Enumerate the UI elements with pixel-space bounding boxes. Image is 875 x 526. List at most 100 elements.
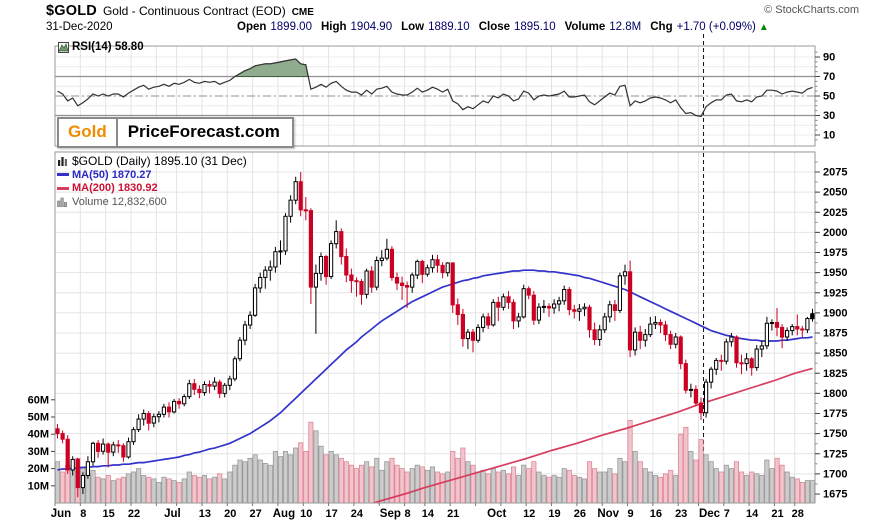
legend-volume-row: Volume 12,832,600 <box>57 196 247 210</box>
svg-text:30: 30 <box>823 110 835 122</box>
volume-label: Volume <box>564 21 606 33</box>
high-value: 1904.90 <box>350 21 393 33</box>
close-value: 1895.10 <box>514 21 556 33</box>
rsi-legend-text: RSI(14) 58.80 <box>72 41 144 53</box>
svg-text:26: 26 <box>574 508 586 520</box>
svg-text:Sep: Sep <box>380 508 401 520</box>
svg-text:90: 90 <box>823 52 835 64</box>
legend-ma200-row: MA(200) 1830.92 <box>57 182 247 196</box>
open-value: 1899.00 <box>270 21 312 33</box>
moving-averages <box>57 269 813 503</box>
svg-text:28: 28 <box>792 508 804 520</box>
svg-text:1700: 1700 <box>823 468 847 480</box>
svg-text:1975: 1975 <box>823 247 847 259</box>
up-arrow-icon: ▲ <box>758 22 769 33</box>
chart-icon <box>58 157 67 167</box>
volume-bars <box>55 419 815 503</box>
legend-title-text: $GOLD (Daily) 1895.10 (31 Dec) <box>72 154 247 168</box>
svg-text:Jun: Jun <box>51 508 71 520</box>
svg-text:30M: 30M <box>28 446 49 458</box>
change-label: Chg <box>650 21 673 33</box>
watermark-brand: Gold <box>68 122 107 141</box>
volume-left-axis: 10M 20M 30M 40M 50M 60M <box>28 394 55 492</box>
ma200-line <box>370 367 813 503</box>
svg-text:20: 20 <box>224 508 236 520</box>
volume-value: 12.8M <box>609 21 642 33</box>
svg-text:7: 7 <box>724 508 730 520</box>
rsi-overbought-fill <box>233 58 309 77</box>
quote-date: 31-Dec-2020 <box>46 21 113 33</box>
ma50-line <box>57 269 813 471</box>
svg-text:22: 22 <box>128 508 140 520</box>
svg-text:50: 50 <box>823 91 835 103</box>
watermark-site: PriceForecast.com <box>115 119 292 146</box>
low-value: 1889.10 <box>428 21 470 33</box>
svg-text:Oct: Oct <box>487 508 506 520</box>
svg-text:1950: 1950 <box>823 267 847 279</box>
svg-text:12: 12 <box>523 508 535 520</box>
svg-text:17: 17 <box>325 508 337 520</box>
candlesticks <box>55 172 815 498</box>
svg-text:70: 70 <box>823 71 835 83</box>
svg-text:2075: 2075 <box>823 167 847 179</box>
chart-header: $GOLD Gold - Continuous Contract (EOD) CME… <box>46 3 869 19</box>
svg-text:10M: 10M <box>28 480 49 492</box>
legend-ma50-row: MA(50) 1870.27 <box>57 169 247 183</box>
copyright-text: © StockCharts.com <box>764 4 859 16</box>
low-label: Low <box>401 21 425 33</box>
instrument-name: Gold - Continuous Contract (EOD) <box>102 4 286 18</box>
rsi-legend: RSI(14) 58.80 <box>58 41 144 53</box>
svg-text:20M: 20M <box>28 463 49 475</box>
svg-text:14: 14 <box>422 508 435 520</box>
svg-text:27: 27 <box>249 508 261 520</box>
svg-text:50M: 50M <box>28 412 49 424</box>
ticker-symbol: $GOLD <box>46 3 97 19</box>
svg-text:24: 24 <box>351 508 364 520</box>
svg-text:Dec: Dec <box>699 508 721 520</box>
svg-text:10: 10 <box>823 130 835 142</box>
svg-text:14: 14 <box>746 508 759 520</box>
svg-text:16: 16 <box>650 508 662 520</box>
svg-text:1675: 1675 <box>823 489 847 501</box>
legend-title-row: $GOLD (Daily) 1895.10 (31 Dec) <box>57 154 247 169</box>
svg-text:1875: 1875 <box>823 328 847 340</box>
svg-text:13: 13 <box>199 508 211 520</box>
svg-text:Jul: Jul <box>164 508 181 520</box>
svg-text:40M: 40M <box>28 429 49 441</box>
volume-icon <box>57 197 68 208</box>
quote-summary-row: 31-Dec-2020 Open 1899.00 High 1904.90 Low 1889… <box>46 21 869 33</box>
svg-text:15: 15 <box>103 508 115 520</box>
last-close-marker <box>810 314 815 320</box>
svg-text:60M: 60M <box>28 394 49 406</box>
legend-volume-text: Volume 12,832,600 <box>72 195 167 208</box>
main-panel-border <box>54 151 816 504</box>
svg-text:8: 8 <box>80 508 86 520</box>
price-right-axis: 1675 1700 1725 1750 1775 1800 1825 1850 1875 1900… <box>815 161 847 501</box>
exchange-label: CME <box>291 7 314 18</box>
svg-text:2050: 2050 <box>823 187 847 199</box>
x-axis: Jun 8 15 22 Jul 13 20 27 Aug 10 17 24 Sep 8 14 21 Oct 12 1… <box>51 503 804 520</box>
svg-text:21: 21 <box>771 508 783 520</box>
svg-text:Aug: Aug <box>273 508 295 520</box>
svg-text:1800: 1800 <box>823 388 847 400</box>
svg-text:19: 19 <box>548 508 560 520</box>
main-chart-legend: $GOLD (Daily) 1895.10 (31 Dec) MA(50) 18… <box>57 154 247 210</box>
svg-text:1750: 1750 <box>823 428 847 440</box>
svg-text:1825: 1825 <box>823 368 847 380</box>
legend-ma50-text: MA(50) 1870.27 <box>72 168 152 181</box>
svg-text:21: 21 <box>447 508 459 520</box>
svg-text:8: 8 <box>405 508 411 520</box>
rsi-line <box>57 58 813 118</box>
svg-text:1725: 1725 <box>823 448 847 460</box>
svg-text:1900: 1900 <box>823 307 847 319</box>
svg-text:2025: 2025 <box>823 207 847 219</box>
svg-text:Nov: Nov <box>597 508 619 520</box>
svg-text:2000: 2000 <box>823 227 847 239</box>
svg-text:1775: 1775 <box>823 408 847 420</box>
svg-text:9: 9 <box>627 508 633 520</box>
ma50-line-swatch <box>57 173 69 177</box>
indicator-icon <box>58 41 69 53</box>
svg-text:1925: 1925 <box>823 287 847 299</box>
